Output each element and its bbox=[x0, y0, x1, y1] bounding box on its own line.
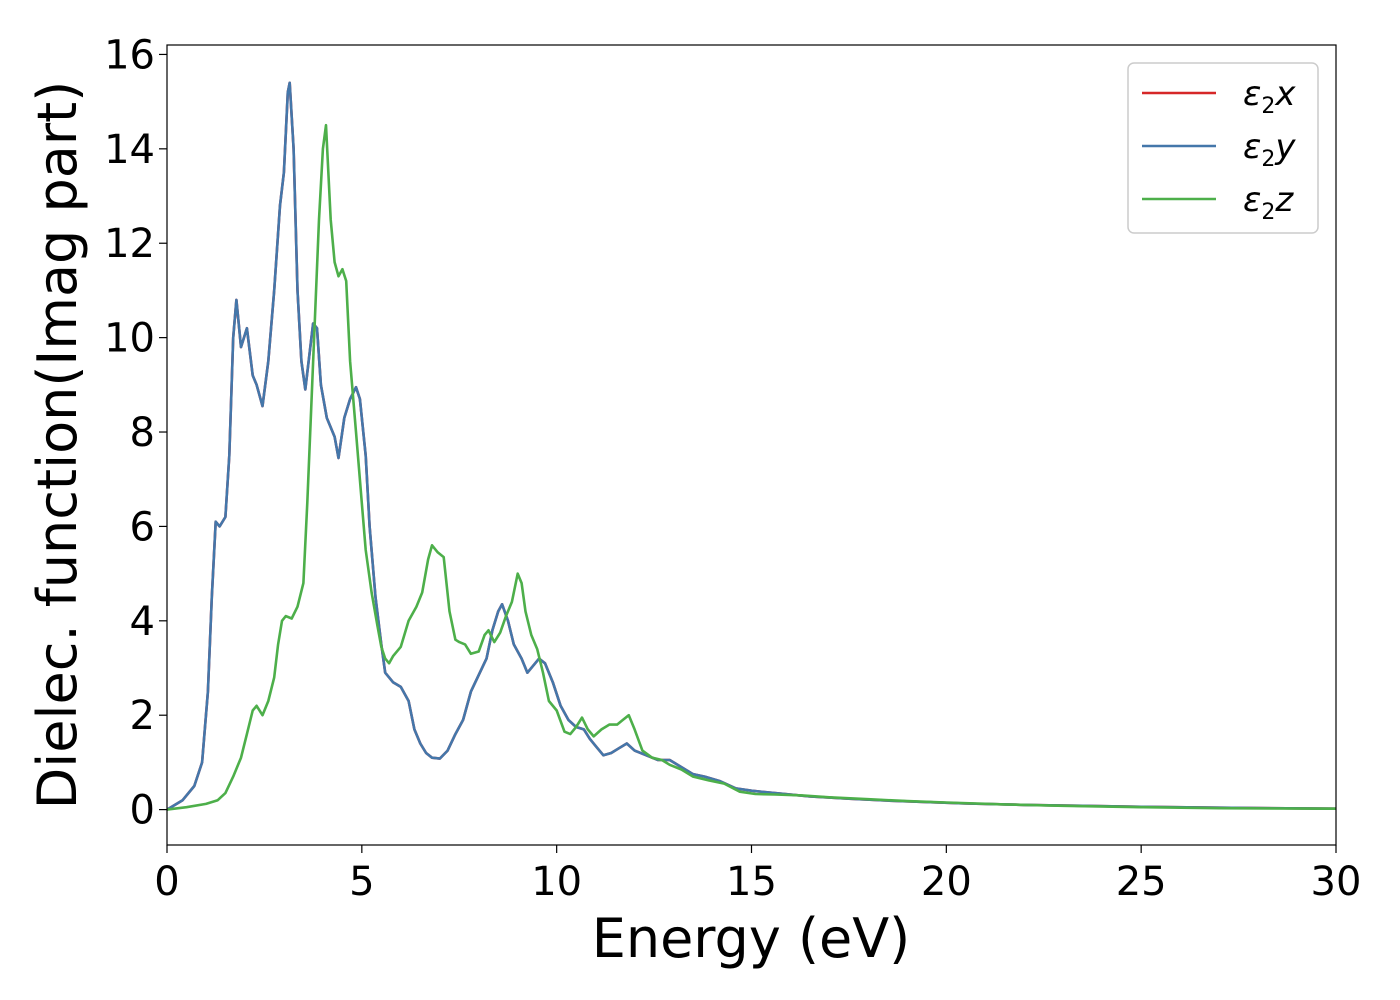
legend-label-y: ε2y bbox=[1243, 127, 1296, 172]
legend-label-tail: y bbox=[1274, 127, 1296, 167]
legend-label-base: ε bbox=[1243, 74, 1261, 114]
x-tick-label: 25 bbox=[1116, 859, 1167, 905]
legend-label-subscript: 2 bbox=[1261, 94, 1275, 119]
y-axis: 0 2 4 6 8 10 12 14 16 bbox=[104, 32, 167, 834]
x-tick-label: 5 bbox=[349, 859, 374, 905]
legend-label-x: ε2x bbox=[1243, 74, 1296, 119]
x-tick-label: 10 bbox=[531, 859, 582, 905]
legend-label-tail: x bbox=[1274, 74, 1296, 114]
legend-box bbox=[1127, 62, 1319, 234]
y-tick-label: 14 bbox=[104, 127, 155, 173]
y-tick-label: 12 bbox=[104, 221, 155, 267]
legend-label-tail: z bbox=[1274, 180, 1294, 220]
x-axis-title: Energy (eV) bbox=[592, 907, 911, 970]
y-tick-label: 10 bbox=[104, 316, 155, 362]
x-tick-label: 30 bbox=[1311, 859, 1362, 905]
y-tick-label: 4 bbox=[130, 599, 155, 645]
x-tick-label: 15 bbox=[726, 859, 777, 905]
y-tick-label: 16 bbox=[104, 32, 155, 78]
legend-label-subscript: 2 bbox=[1261, 147, 1275, 172]
series-line-z bbox=[167, 123, 1336, 811]
y-tick-label: 8 bbox=[130, 410, 155, 456]
legend-label-base: ε bbox=[1243, 127, 1261, 167]
y-tick-label: 2 bbox=[130, 693, 155, 739]
y-axis-title: Dielec. function(Imag part) bbox=[26, 81, 89, 810]
legend-label-z: ε2z bbox=[1243, 180, 1294, 225]
x-tick-label: 0 bbox=[154, 859, 179, 905]
y-tick-label: 6 bbox=[130, 504, 155, 550]
series-layer bbox=[167, 81, 1336, 811]
legend-label-base: ε bbox=[1243, 180, 1261, 220]
legend-label-subscript: 2 bbox=[1261, 200, 1275, 225]
y-tick-label: 0 bbox=[130, 788, 155, 834]
series-line-y bbox=[167, 81, 1336, 811]
x-tick-label: 20 bbox=[921, 859, 972, 905]
x-axis: 0 5 10 15 20 25 30 bbox=[154, 845, 1361, 905]
